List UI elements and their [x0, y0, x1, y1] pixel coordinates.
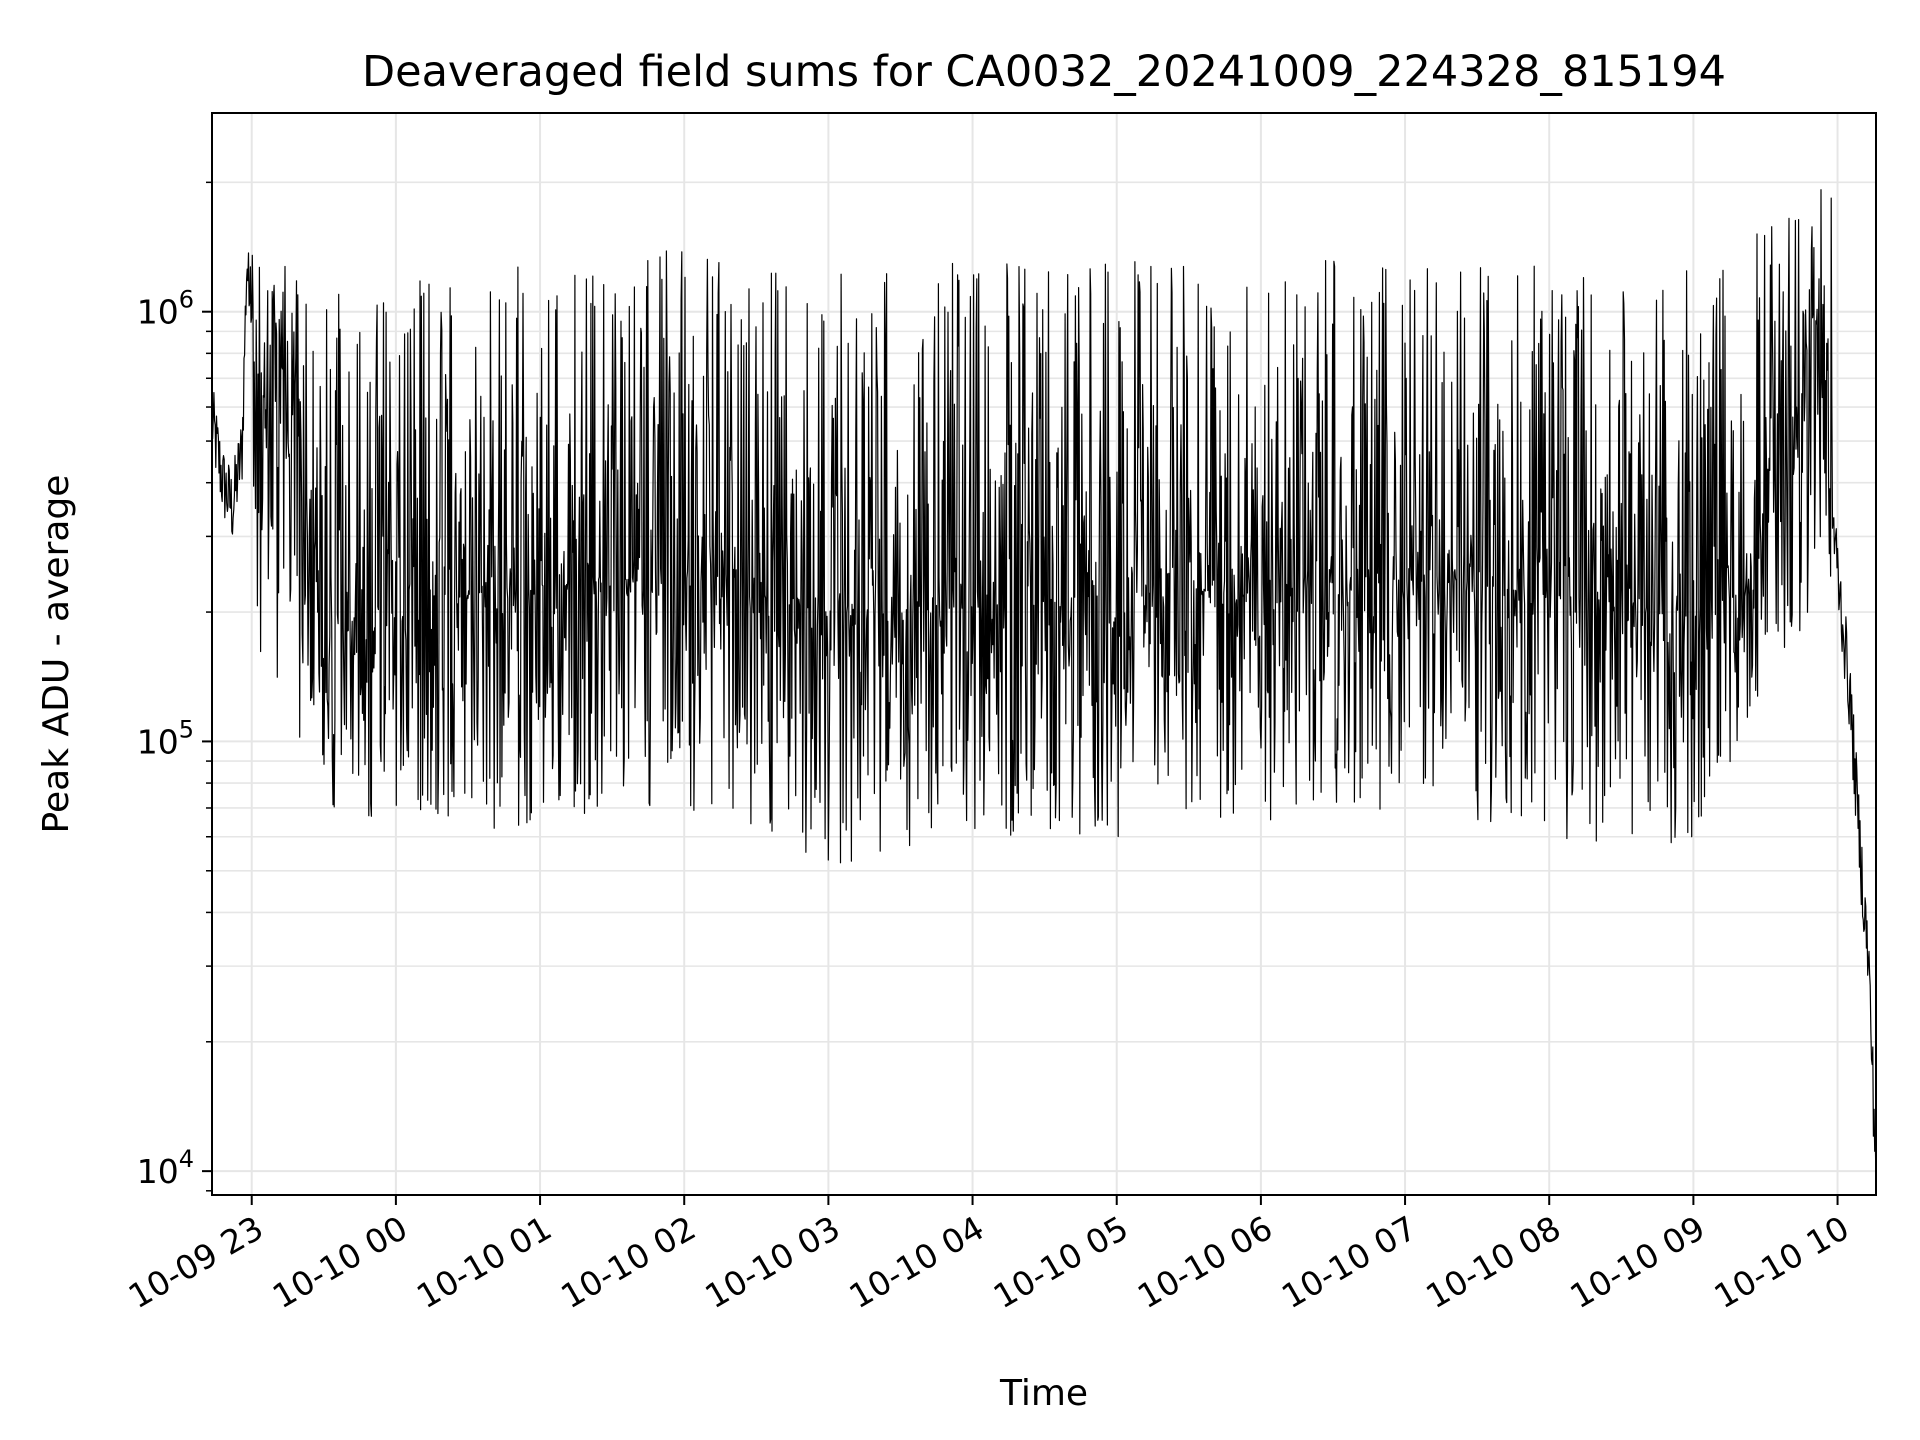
y-axis-label: Peak ADU - average: [36, 475, 77, 834]
chart-title: Deaveraged field sums for CA0032_2024100…: [362, 47, 1726, 97]
y-axis: 104 105 106: [137, 181, 212, 1192]
y-tick-label: 106: [137, 286, 194, 332]
series-line: [212, 189, 1876, 1186]
plot-area: [212, 189, 1876, 1186]
y-tick-label: 105: [137, 715, 194, 761]
y-tick-label: 104: [137, 1145, 194, 1191]
x-axis-label: Time: [999, 1373, 1088, 1414]
plot-frame: [211, 112, 1877, 1196]
